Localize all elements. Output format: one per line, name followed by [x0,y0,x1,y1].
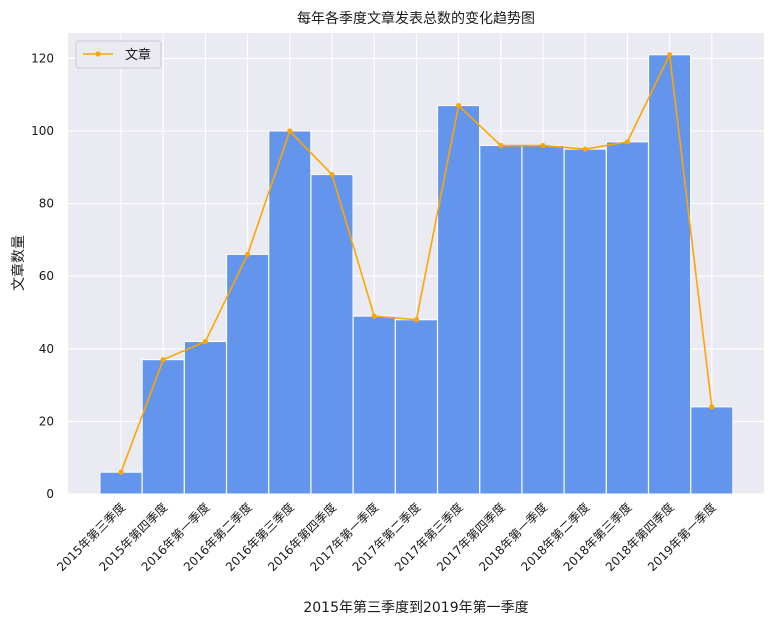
line-point [582,146,588,152]
line-point [118,469,124,475]
bar [605,141,649,495]
bar [268,130,312,495]
bar [352,315,396,495]
y-tick-label: 100 [31,124,54,138]
legend: 文章 [75,40,162,69]
bar [563,148,607,495]
y-axis-title: 文章数量 [10,235,27,291]
bar [521,145,565,495]
bar [394,319,438,495]
line-point [667,52,673,58]
bar [437,105,481,495]
y-tick-label: 60 [39,269,54,283]
bar [226,253,270,495]
y-tick-label: 80 [39,197,54,211]
line-point [709,404,715,410]
line-point [371,313,377,319]
bar [690,406,734,495]
line-point [456,102,462,109]
legend-marker-swatch [95,51,101,57]
line-point [413,317,419,323]
line-point [498,142,504,149]
y-tick-label: 0 [46,487,54,501]
y-tick-label: 120 [31,51,54,65]
x-axis-title: 2015年第三季度到2019年第一季度 [303,599,528,616]
bar [183,341,227,495]
bar [99,471,143,495]
legend-box [75,40,162,69]
x-tick-labels: 2015年第三季度2015年第四季度2016年第一季度2016年第二季度2016… [53,500,718,575]
line-point [245,251,251,258]
line-series [118,52,715,475]
bar [648,54,692,495]
line-point [202,338,208,345]
bar [479,145,523,495]
bar [310,174,354,495]
y-tick-label: 40 [39,342,54,356]
y-tick-label: 20 [39,414,54,428]
line-point [287,128,293,134]
chart-title: 每年各季度文章发表总数的变化趋势图 [297,10,535,27]
y-tick-labels: 0 20 40 60 80 100 120 [31,51,54,501]
line-point [329,171,335,178]
line-point [624,139,631,145]
bar [141,359,185,495]
bars [99,54,734,495]
legend-label: 文章 [125,47,151,63]
line-point [160,357,166,363]
line-point [540,142,546,149]
